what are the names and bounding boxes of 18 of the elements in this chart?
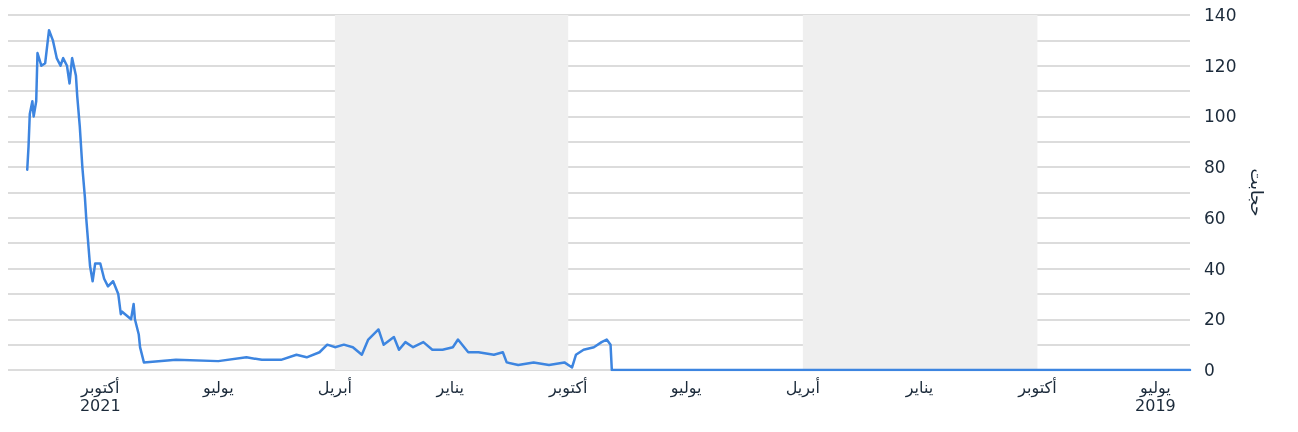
y-tick-label: 40: [1204, 258, 1226, 279]
x-tick-label: أبريل: [317, 376, 353, 398]
x-tick-label: يوليو: [201, 377, 234, 398]
y-tick-label: 20: [1204, 309, 1226, 330]
y-tick-label: 0: [1204, 360, 1215, 380]
y-tick-label: 80: [1204, 157, 1226, 178]
y-axis-title: حجابت: [1246, 168, 1267, 217]
x-tick-label: يناير: [435, 377, 465, 398]
x-tick-label: أكتوبر: [1017, 376, 1057, 398]
y-tick-label: 140: [1204, 5, 1237, 25]
y-tick-label: 120: [1204, 55, 1237, 76]
y-tick-label: 100: [1204, 106, 1237, 127]
x-tick-label: أبريل: [785, 376, 820, 398]
x-tick-label: يناير: [904, 377, 934, 398]
line-series: [25, 28, 1192, 372]
y-tick-label: 60: [1204, 207, 1226, 228]
x-tick-label: أكتوبر: [548, 376, 588, 398]
x-tick-label: يوليو: [669, 377, 702, 398]
